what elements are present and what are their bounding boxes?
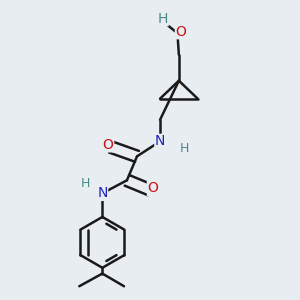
Text: H: H xyxy=(158,12,168,26)
Text: O: O xyxy=(147,182,158,195)
Text: H: H xyxy=(80,177,90,190)
Text: H: H xyxy=(180,142,189,155)
Text: N: N xyxy=(97,186,108,200)
Text: O: O xyxy=(103,138,114,152)
Text: N: N xyxy=(155,134,165,148)
Text: O: O xyxy=(176,25,186,39)
